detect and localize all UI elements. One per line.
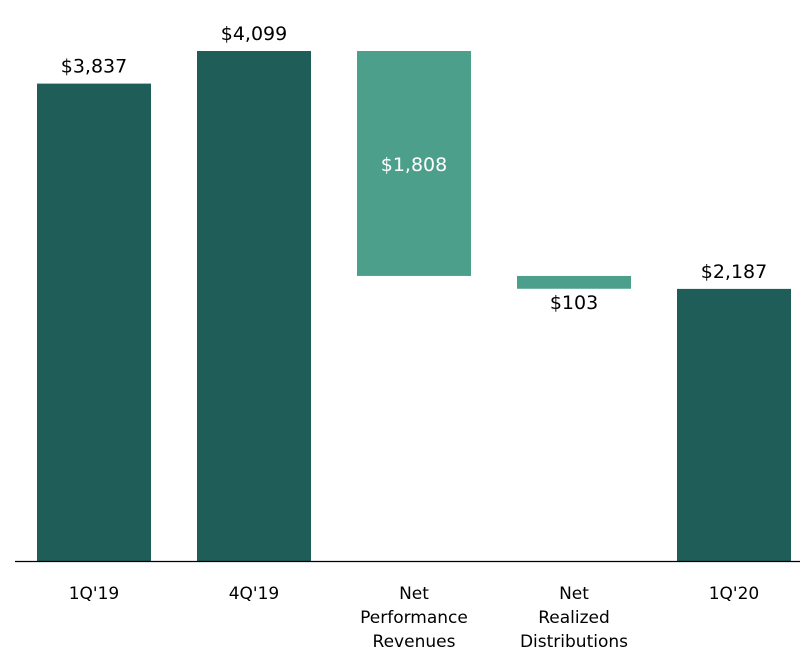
bar-1 <box>37 83 151 561</box>
category-label-5: 1Q'20 <box>709 584 760 604</box>
data-label-5: $2,187 <box>701 261 767 283</box>
category-label-1: 1Q'19 <box>69 584 120 604</box>
bar-4 <box>517 275 631 289</box>
category-label-4-line-1: Net <box>559 584 589 604</box>
bar-3 <box>357 51 471 276</box>
category-label-2: 4Q'19 <box>229 584 280 604</box>
category-label-3-line-1: Net <box>399 584 429 604</box>
category-label-3-line-3: Revenues <box>373 632 456 652</box>
bar-2 <box>197 51 311 561</box>
category-label-3-line-2: Performance <box>360 608 468 628</box>
data-label-3: $1,808 <box>381 154 447 176</box>
bar-5 <box>677 288 791 561</box>
category-label-4-line-2: Realized <box>538 608 610 628</box>
data-label-2: $4,099 <box>221 23 287 45</box>
data-label-1: $3,837 <box>61 56 127 78</box>
data-label-4: $103 <box>550 292 598 314</box>
category-label-4-line-3: Distributions <box>520 632 628 652</box>
